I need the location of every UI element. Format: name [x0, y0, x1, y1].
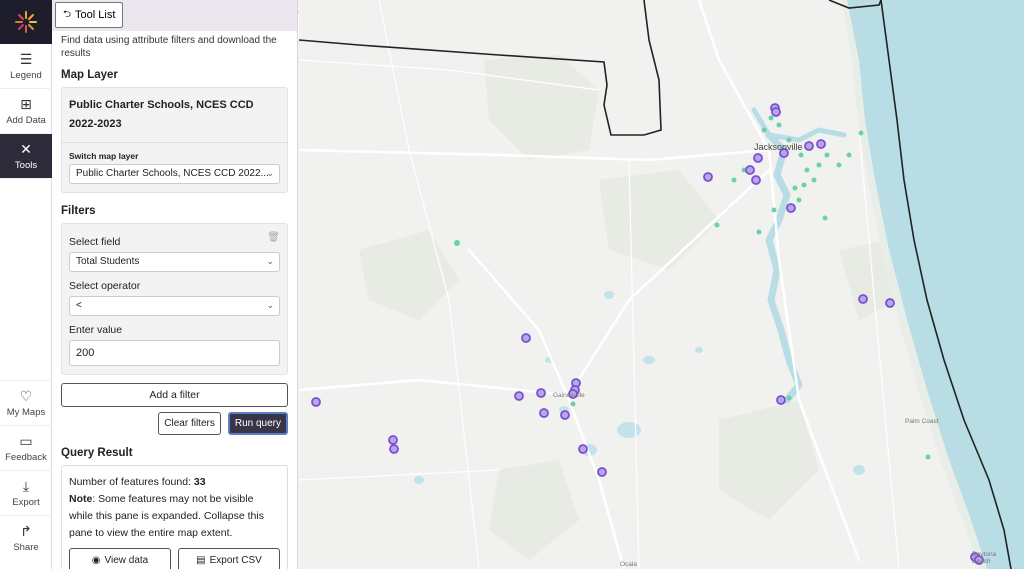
filters-title: Filters [61, 205, 96, 217]
nav-legend-label: Legend [10, 69, 42, 81]
select-field-value: Total Students [76, 256, 140, 267]
chevron-down-icon: ⌄ [266, 169, 274, 179]
map-label-palm-coast: Palm Coast [905, 418, 939, 425]
tool-panel: ⮌ Tool List Find data using attribute fi… [52, 0, 298, 569]
select-operator-dropdown[interactable]: < ⌄ [69, 296, 280, 316]
app-logo[interactable] [0, 0, 52, 44]
map-label-ocala: Ocala [620, 561, 637, 568]
nav-add-data[interactable]: ⊞ Add Data [0, 89, 52, 134]
features-count-label: Number of features found: [69, 476, 194, 488]
tool-list-button[interactable]: ⮌ Tool List [55, 2, 124, 28]
csv-icon: ▤ [196, 554, 206, 566]
view-data-label: View data [104, 554, 149, 566]
undo-arrow-icon: ⮌ [63, 8, 72, 20]
filter-card: 🗑 Select field Total Students ⌄ Select o… [61, 223, 288, 375]
tool-description: Find data using attribute filters and do… [61, 35, 277, 59]
nav-legend[interactable]: ☰ Legend [0, 44, 52, 89]
map-label-gainesville: Gainesville [553, 392, 585, 399]
trash-icon[interactable]: 🗑 [267, 232, 280, 243]
features-count-value: 33 [193, 476, 206, 488]
select-operator-value: < [76, 300, 82, 311]
sunburst-logo-icon [15, 11, 37, 33]
export-csv-label: Export CSV [209, 554, 262, 566]
chat-icon: ▭ [19, 433, 33, 450]
nav-tools[interactable]: ✕ Tools [0, 134, 52, 179]
run-query-button[interactable]: Run query [227, 412, 288, 435]
nav-add-data-label: Add Data [6, 114, 46, 126]
nav-tools-label: Tools [14, 159, 38, 171]
query-result-title: Query Result [61, 447, 133, 459]
panel-topbar: ⮌ Tool List [52, 0, 297, 31]
add-filter-button[interactable]: Add a filter [61, 383, 288, 407]
download-icon: ⤓ [22, 478, 30, 495]
nav-feedback[interactable]: ▭ Feedback [0, 425, 52, 470]
note-text: : Some features may not be visible while… [69, 493, 264, 539]
value-input[interactable] [69, 340, 280, 366]
list-icon: ☰ [19, 51, 33, 68]
switch-layer-label: Switch map layer [69, 151, 139, 161]
nav-share-label: Share [13, 541, 39, 553]
nav-export[interactable]: ⤓ Export [0, 470, 52, 515]
view-data-button[interactable]: ◉ View data [69, 548, 171, 569]
query-buttons: Clear filters Run query [61, 412, 288, 435]
query-result-card: Number of features found: 33 Note: Some … [61, 465, 288, 569]
switch-layer-select[interactable]: Public Charter Schools, NCES CCD 2022...… [69, 164, 280, 184]
tool-list-label: Tool List [75, 9, 116, 21]
add-file-icon: ⊞ [20, 96, 32, 113]
nav-my-maps-label: My Maps [6, 406, 46, 418]
divider [62, 142, 287, 143]
nav-feedback-label: Feedback [5, 451, 47, 463]
map-layer-card: Public Charter Schools, NCES CCD 2022-20… [61, 87, 288, 193]
eye-icon: ◉ [91, 554, 101, 566]
map-label-jacksonville: Jacksonville [754, 142, 803, 152]
nav-export-label: Export [12, 496, 40, 508]
nav-share[interactable]: ↱ Share [0, 515, 52, 560]
nav-rail: ☰ Legend ⊞ Add Data ✕ Tools ♡ My Maps ▭ … [0, 0, 52, 569]
export-csv-button[interactable]: ▤ Export CSV [178, 548, 280, 569]
layer-name: Public Charter Schools, NCES CCD 2022-20… [69, 99, 254, 130]
select-operator-label: Select operator [69, 280, 141, 292]
nav-rail-bottom: ♡ My Maps ▭ Feedback ⤓ Export ↱ Share [0, 380, 52, 560]
heart-icon: ♡ [19, 388, 33, 405]
map-layer-title: Map Layer [61, 69, 118, 81]
note: Note: Some features may not be visible w… [69, 491, 280, 542]
switch-layer-value: Public Charter Schools, NCES CCD 2022... [76, 168, 269, 179]
note-label: Note [69, 493, 93, 505]
select-field-label: Select field [69, 236, 121, 248]
share-icon: ↱ [20, 523, 32, 540]
select-field-dropdown[interactable]: Total Students ⌄ [69, 252, 280, 272]
nav-my-maps[interactable]: ♡ My Maps [0, 380, 52, 425]
clear-filters-button[interactable]: Clear filters [158, 412, 221, 435]
map-canvas[interactable] [299, 0, 1024, 569]
tools-icon: ✕ [20, 141, 32, 158]
features-count: Number of features found: 33 [69, 474, 280, 491]
chevron-down-icon: ⌄ [266, 301, 274, 311]
chevron-down-icon: ⌄ [266, 257, 274, 267]
enter-value-label: Enter value [69, 324, 123, 336]
result-buttons: ◉ View data ▤ Export CSV [69, 548, 280, 569]
map-view[interactable]: Jacksonville Gainesville Palm Coast Ocal… [299, 0, 1024, 569]
map-label-daytona: Daytona Beach [972, 551, 997, 565]
